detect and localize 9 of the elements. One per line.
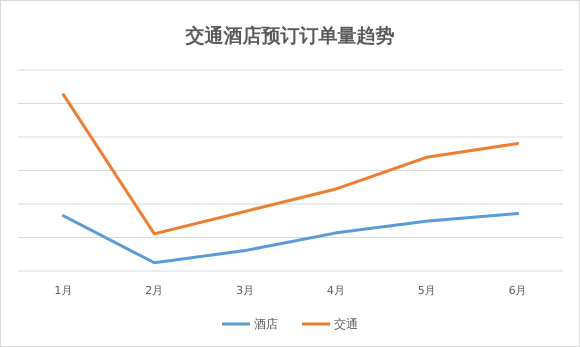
x-tick-label: 4月 xyxy=(326,284,345,297)
x-tick-label: 6月 xyxy=(508,284,527,297)
chart-title: 交通酒店预订订单量趋势 xyxy=(184,25,394,47)
legend-label: 酒店 xyxy=(254,317,278,331)
x-tick-label: 2月 xyxy=(145,284,164,297)
x-tick-label: 1月 xyxy=(54,284,72,297)
x-tick-label: 5月 xyxy=(418,284,436,297)
x-tick-label: 3月 xyxy=(236,284,254,297)
legend-label: 交通 xyxy=(334,317,358,331)
